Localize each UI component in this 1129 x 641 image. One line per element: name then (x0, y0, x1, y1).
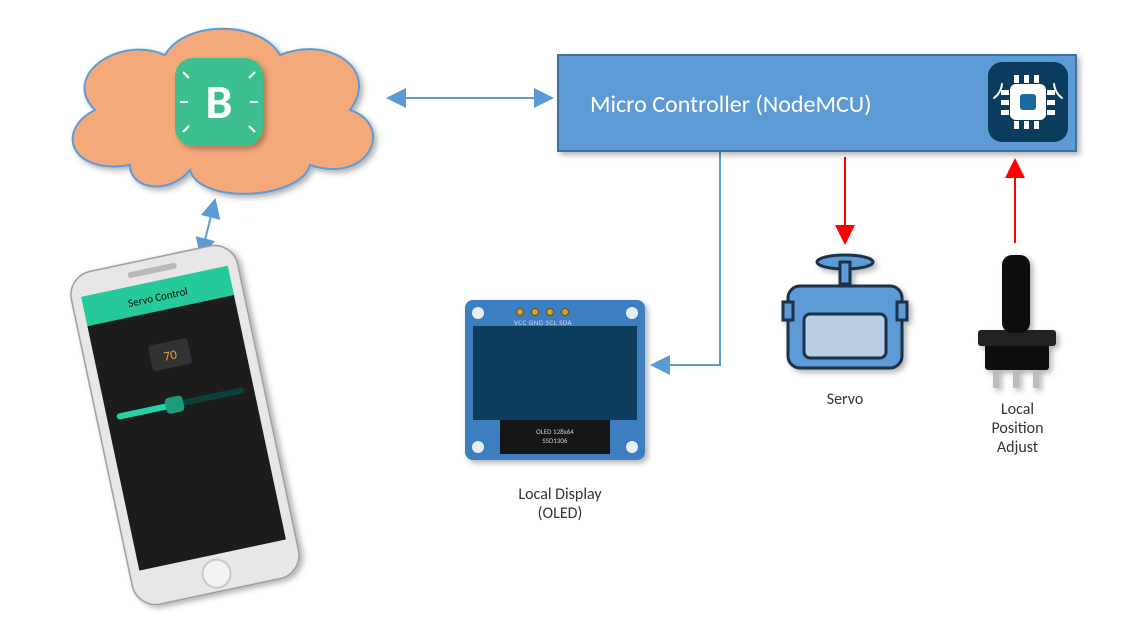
oled-chip-line1: OLED 128x64 (536, 427, 574, 436)
potentiometer-icon (978, 255, 1056, 388)
svg-text:B: B (206, 72, 233, 131)
oled-chip-line2: SSD1306 (543, 436, 568, 445)
system-diagram: B (0, 0, 1129, 641)
oled-label: Local Display(OLED) (490, 485, 630, 523)
servo-icon (783, 255, 907, 368)
connector-mcu-oled (652, 152, 720, 365)
blynk-icon: B (175, 58, 263, 146)
servo-label: Servo (805, 390, 885, 409)
potentiometer-label: LocalPositionAdjust (970, 400, 1065, 458)
oled-pin-labels: VCC GND SCL SDA (514, 318, 573, 327)
nodemcu-icon (988, 62, 1068, 142)
micro-controller-label: Micro Controller (NodeMCU) (590, 90, 871, 119)
